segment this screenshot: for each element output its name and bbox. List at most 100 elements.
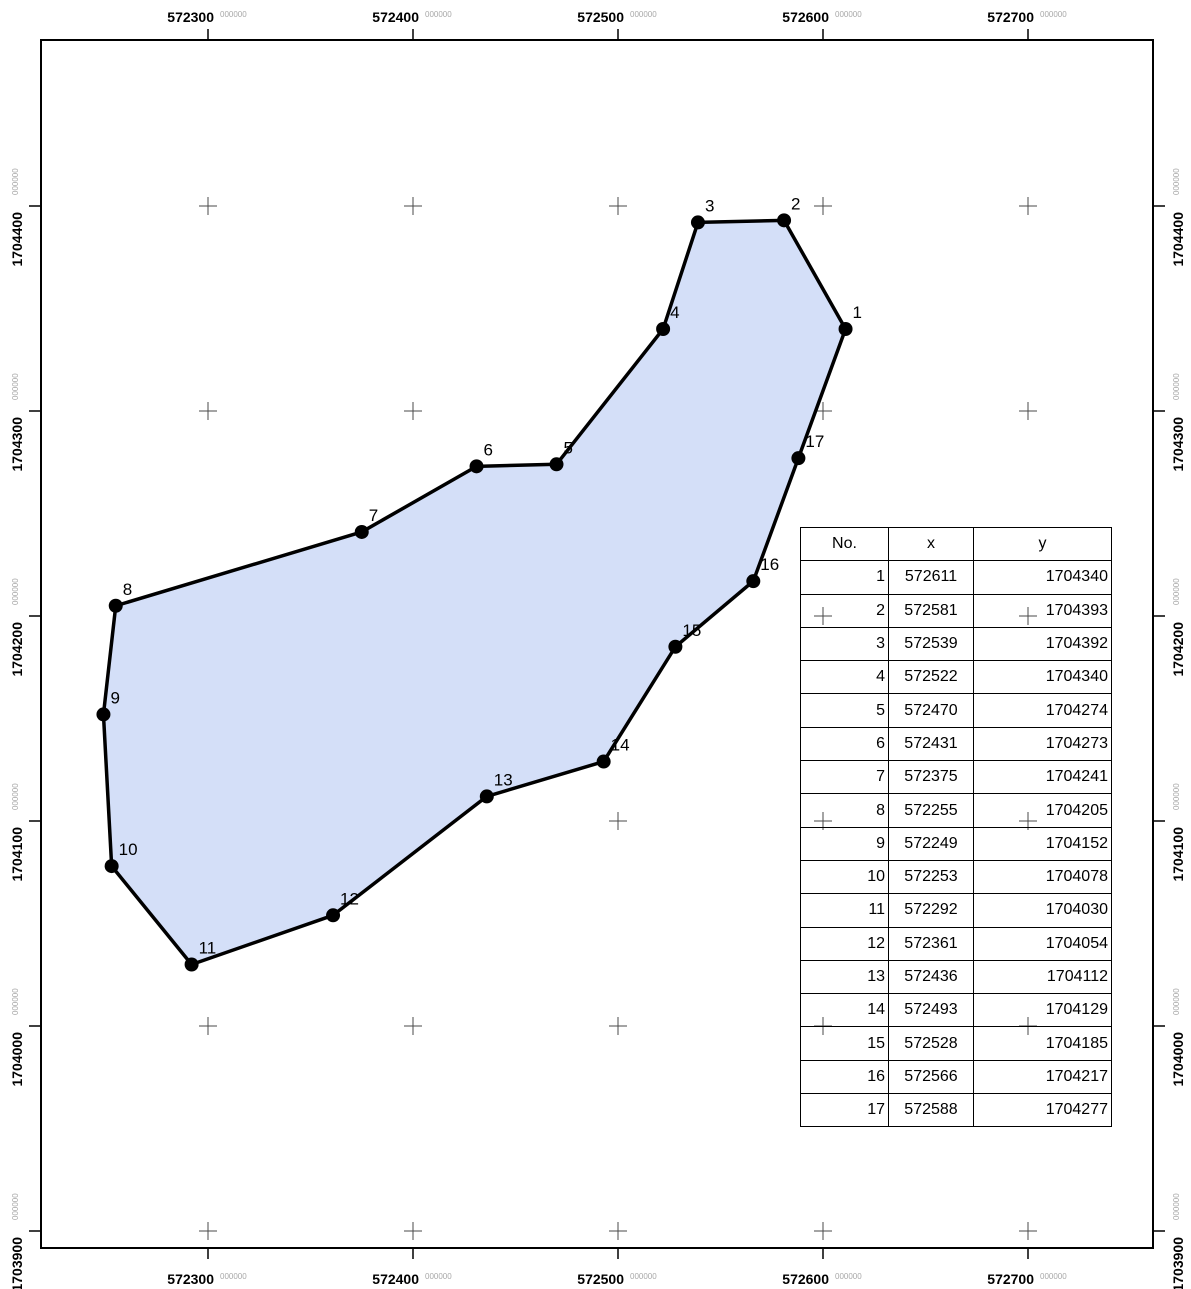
x-tick-label-bottom: 572600 — [782, 1271, 829, 1287]
vertex-label: 8 — [123, 580, 132, 599]
vertex-label: 1 — [853, 303, 862, 322]
cell-y: 1704205 — [973, 793, 1112, 828]
table-body: 1 572611 1704340 2 572581 1704393 3 572539 17043… — [800, 560, 1112, 1128]
vertex-point — [184, 957, 199, 972]
x-tick-label-top: 572400 — [372, 9, 419, 25]
vertex-label: 3 — [705, 196, 714, 215]
cell-no: 11 — [800, 893, 889, 928]
y-tick-label-left: 1704300 — [9, 417, 25, 472]
cell-no: 16 — [800, 1059, 889, 1095]
y-tick-suffix-left: 000000 — [11, 373, 20, 400]
vertex-point — [690, 215, 705, 230]
x-tick-label-top: 572300 — [167, 9, 214, 25]
y-tick-suffix-right: 000000 — [1172, 578, 1181, 605]
cell-y: 1704393 — [973, 593, 1112, 628]
y-tick-suffix-right: 000000 — [1172, 1193, 1181, 1220]
cell-no: 1 — [800, 560, 889, 595]
cell-no: 12 — [800, 926, 889, 961]
y-tick-label-left: 1704100 — [9, 827, 25, 882]
cell-x: 572431 — [888, 726, 974, 762]
table-row: 9 572249 1704152 — [800, 826, 1112, 861]
table-row: 10 572253 1704078 — [800, 859, 1112, 895]
vertex-label: 9 — [110, 688, 119, 707]
cell-x: 572470 — [888, 693, 974, 728]
x-tick-suffix-top: 000000 — [425, 10, 452, 19]
table-row: 17 572588 1704277 — [800, 1093, 1112, 1128]
vertex-label: 14 — [611, 736, 630, 755]
vertex-point — [96, 707, 111, 722]
cell-y: 1704274 — [973, 693, 1112, 728]
x-tick-suffix-bottom: 000000 — [835, 1272, 862, 1281]
vertex-point — [469, 459, 484, 474]
cell-x: 572528 — [888, 1026, 974, 1061]
cell-y: 1704054 — [973, 926, 1112, 961]
cell-y: 1704340 — [973, 560, 1112, 595]
col-header-x: x — [888, 526, 974, 562]
y-tick-label-right: 1703900 — [1170, 1237, 1186, 1289]
col-header-y: y — [973, 526, 1112, 562]
cell-x: 572566 — [888, 1059, 974, 1095]
vertex-label: 12 — [340, 889, 359, 908]
cell-x: 572436 — [888, 959, 974, 995]
vertex-point — [838, 322, 853, 336]
parcel-polygon — [101, 218, 848, 967]
cell-y: 1704185 — [973, 1026, 1112, 1061]
cell-no: 2 — [800, 593, 889, 628]
cell-no: 13 — [800, 959, 889, 995]
cell-no: 15 — [800, 1026, 889, 1061]
x-tick-suffix-bottom: 000000 — [220, 1272, 247, 1281]
x-tick-suffix-top: 000000 — [220, 10, 247, 19]
cell-no: 3 — [800, 626, 889, 662]
table-header-row: No. x y — [800, 526, 1112, 562]
cell-no: 6 — [800, 726, 889, 762]
y-tick-label-left: 1704200 — [9, 622, 25, 677]
x-tick-label-top: 572600 — [782, 9, 829, 25]
cell-y: 1704277 — [973, 1093, 1112, 1128]
vertex-point — [596, 754, 611, 769]
cell-x: 572375 — [888, 760, 974, 795]
vertex-label: 2 — [791, 194, 800, 213]
cell-x: 572255 — [888, 793, 974, 828]
map-frame — [40, 39, 1154, 1249]
cell-no: 9 — [800, 826, 889, 861]
cell-y: 1704340 — [973, 660, 1112, 695]
vertex-point — [656, 322, 671, 336]
vertex-point — [104, 859, 119, 874]
x-tick-suffix-top: 000000 — [1040, 10, 1067, 19]
y-tick-label-right: 1704300 — [1170, 417, 1186, 472]
cell-x: 572361 — [888, 926, 974, 961]
x-tick-label-top: 572500 — [577, 9, 624, 25]
cell-y: 1704030 — [973, 893, 1112, 928]
cell-no: 10 — [800, 859, 889, 895]
vertex-point — [746, 574, 761, 589]
cell-y: 1704129 — [973, 993, 1112, 1028]
x-tick-label-bottom: 572500 — [577, 1271, 624, 1287]
table-row: 11 572292 1704030 — [800, 893, 1112, 928]
cell-x: 572253 — [888, 859, 974, 895]
cell-no: 14 — [800, 993, 889, 1028]
cell-y: 1704241 — [973, 760, 1112, 795]
y-tick-label-right: 1704200 — [1170, 622, 1186, 677]
table-row: 1 572611 1704340 — [800, 560, 1112, 595]
y-tick-suffix-left: 000000 — [11, 783, 20, 810]
vertex-point — [326, 908, 341, 923]
y-tick-label-right: 1704400 — [1170, 212, 1186, 267]
table-row: 4 572522 1704340 — [800, 660, 1112, 695]
cell-no: 8 — [800, 793, 889, 828]
cell-no: 7 — [800, 760, 889, 795]
y-tick-label-left: 1703900 — [9, 1237, 25, 1289]
y-tick-suffix-right: 000000 — [1172, 373, 1181, 400]
y-tick-suffix-left: 000000 — [11, 1193, 20, 1220]
table-row: 6 572431 1704273 — [800, 726, 1112, 762]
x-tick-suffix-bottom: 000000 — [425, 1272, 452, 1281]
vertex-markers — [96, 213, 853, 972]
y-tick-label-left: 1704400 — [9, 212, 25, 267]
cell-y: 1704392 — [973, 626, 1112, 662]
vertex-point — [108, 598, 123, 613]
table-row: 14 572493 1704129 — [800, 993, 1112, 1028]
y-tick-suffix-right: 000000 — [1172, 168, 1181, 195]
vertex-label: 6 — [484, 440, 493, 459]
cell-no: 17 — [800, 1093, 889, 1128]
vertex-label: 17 — [805, 432, 824, 451]
